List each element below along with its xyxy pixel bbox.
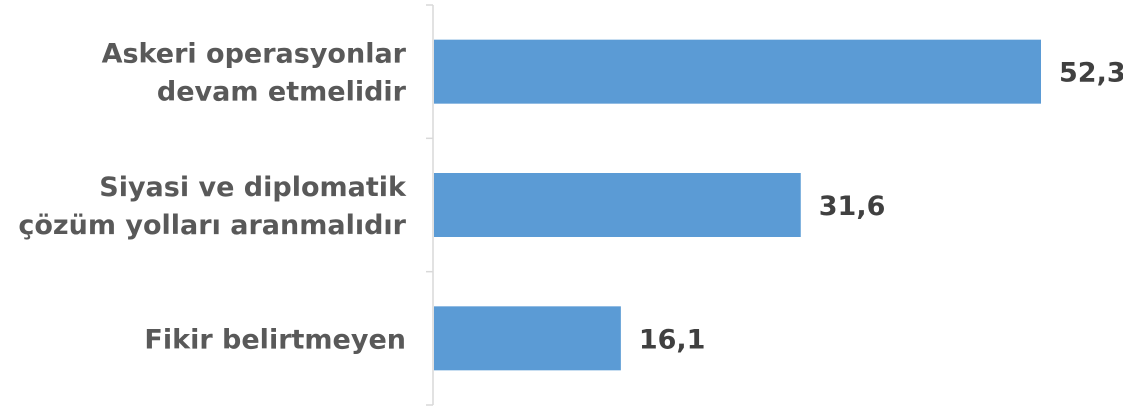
category-label: Siyasi ve diplomatik [99,172,407,203]
data-label: 31,6 [819,191,886,222]
bar [434,306,621,371]
bar [434,173,801,237]
category-label: devam etmelidir [157,77,407,108]
bar [434,39,1041,104]
data-label: 16,1 [639,324,706,355]
category-label: çözüm yolları aranmalıdır [18,210,406,241]
plot-area: Askeri operasyonlar devam etmelidir 52,3 Si… [18,4,1123,406]
data-label: 52,3 [1059,58,1123,89]
category-label: Fikir belirtmeyen [144,324,406,355]
category-label: Askeri operasyonlar [102,39,407,70]
